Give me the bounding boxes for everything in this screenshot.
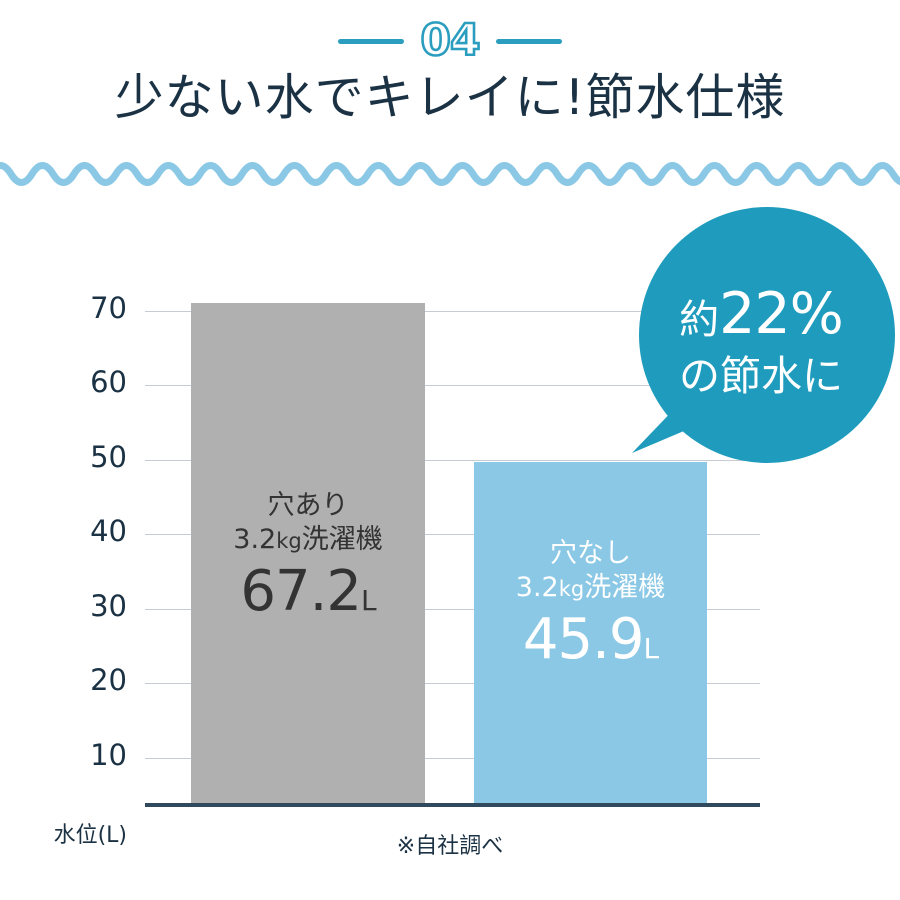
ytick-label-60: 60	[90, 365, 127, 399]
source-footnote: ※自社調べ	[396, 834, 504, 859]
ytick-label-70: 70	[90, 291, 127, 325]
bar-ananashi-labels: 穴なし 3.2kg洗濯機 45.9L	[474, 537, 707, 670]
bar-ananashi-machine: 洗濯機	[584, 571, 666, 603]
gridline-40	[145, 534, 760, 535]
savings-callout: 約22% の節水に	[620, 207, 900, 469]
y-axis-label: 水位(L)	[53, 823, 127, 848]
bar-anaari-labels: 穴あり 3.2kg洗濯機 67.2L	[191, 489, 425, 622]
ytick-label-40: 40	[90, 514, 127, 548]
bar-ananashi-weight: 3.2	[515, 571, 559, 603]
bar-anaari-machine: 洗濯機	[301, 523, 383, 555]
page-title: 少ない水でキレイに!節水仕様	[114, 69, 786, 126]
bar-ananashi: 穴なし 3.2kg洗濯機 45.9L	[474, 462, 707, 805]
bar-ananashi-subtitle: 3.2kg洗濯機	[474, 571, 707, 605]
x-axis-baseline	[145, 803, 760, 807]
wave-icon	[0, 162, 900, 186]
badge-dash-left	[338, 38, 405, 44]
gridline-70	[145, 311, 760, 312]
bar-ananashi-value: 45.9L	[474, 606, 707, 672]
bar-anaari-subtitle: 3.2kg洗濯機	[191, 523, 425, 557]
bar-anaari: 穴あり 3.2kg洗濯機 67.2L	[191, 303, 425, 805]
bar-ananashi-name: 穴なし	[550, 538, 631, 569]
badge-number: 04	[419, 15, 482, 66]
ytick-label-30: 30	[90, 589, 127, 623]
plot-area: 70 60 50 40 30 20 10 水位(L) 穴あり 3.2kg洗濯機 …	[54, 283, 760, 848]
bar-anaari-value-number: 67.2	[240, 558, 362, 624]
ytick-label-20: 20	[90, 663, 127, 697]
ytick-label-10: 10	[90, 738, 127, 772]
bar-ananashi-value-number: 45.9	[522, 606, 645, 672]
gridline-20	[145, 683, 760, 684]
chart: 70 60 50 40 30 20 10 水位(L) 穴あり 3.2kg洗濯機 …	[0, 255, 900, 848]
bar-ananashi-weight-unit: kg	[558, 576, 585, 601]
bar-anaari-name: 穴あり	[267, 490, 349, 521]
section-badge: 04	[0, 14, 900, 68]
bar-anaari-weight: 3.2	[233, 523, 277, 555]
gridline-10	[145, 758, 760, 759]
badge-dash-right	[495, 38, 562, 44]
gridline-50	[145, 460, 760, 461]
gridline-60	[145, 385, 760, 386]
speech-bubble-shape	[632, 207, 895, 463]
gridline-30	[145, 609, 760, 610]
wave-divider	[0, 148, 900, 188]
bar-ananashi-value-unit: L	[643, 631, 660, 665]
bar-anaari-value: 67.2L	[191, 558, 425, 624]
bar-anaari-value-unit: L	[361, 583, 377, 617]
bar-anaari-weight-unit: kg	[276, 528, 302, 553]
ytick-label-50: 50	[90, 440, 127, 474]
